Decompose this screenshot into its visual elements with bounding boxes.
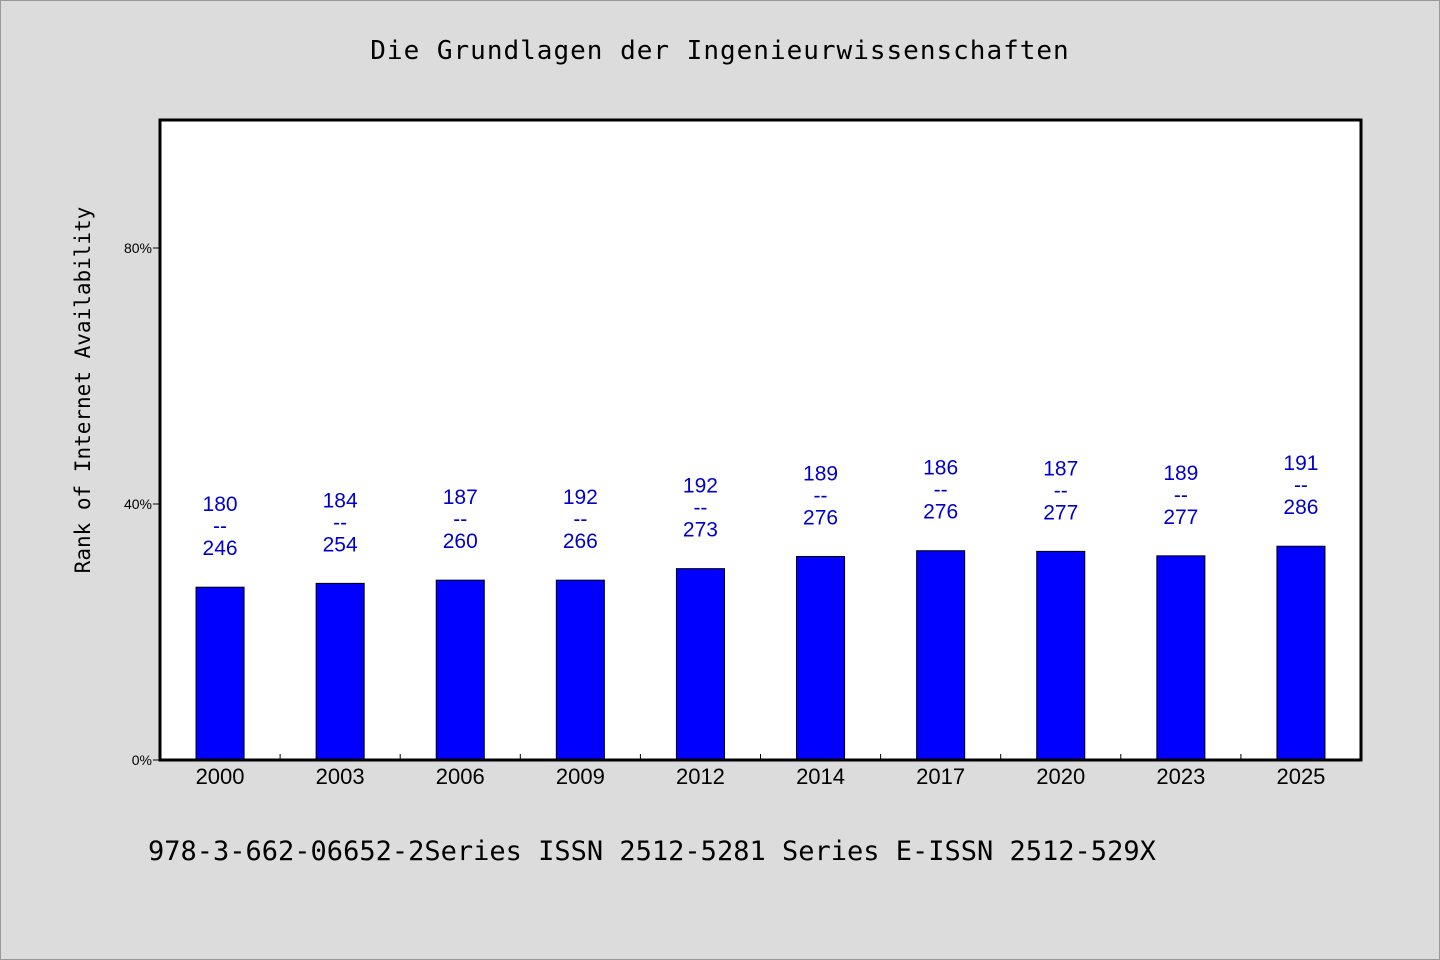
data-label: -- xyxy=(1294,474,1308,497)
x-tick-label: 2023 xyxy=(1156,764,1205,789)
data-label: -- xyxy=(693,497,707,520)
data-label: 189 xyxy=(1163,462,1198,485)
data-label: -- xyxy=(814,484,828,507)
bar xyxy=(675,568,725,761)
data-label: 184 xyxy=(323,489,358,512)
chart-title: Die Grundlagen der Ingenieurwissenschaft… xyxy=(370,36,1070,66)
data-label: 277 xyxy=(1163,506,1198,529)
bar xyxy=(796,555,846,761)
bar xyxy=(435,579,485,761)
data-label: 273 xyxy=(683,519,718,542)
data-label: 187 xyxy=(443,486,478,509)
x-tick-label: 2014 xyxy=(796,764,845,789)
data-label: 266 xyxy=(563,530,598,553)
y-axis: 0% 40% 80% xyxy=(124,240,160,768)
data-label: 286 xyxy=(1283,496,1318,519)
data-label: -- xyxy=(1174,484,1188,507)
data-label: -- xyxy=(213,515,227,538)
x-tick-label: 2003 xyxy=(316,764,365,789)
bar xyxy=(916,550,966,761)
data-label: 187 xyxy=(1043,457,1078,480)
data-label: 192 xyxy=(683,475,718,498)
data-label: -- xyxy=(934,479,948,502)
data-label: -- xyxy=(1054,479,1068,502)
data-label: 254 xyxy=(323,533,358,556)
x-tick-label: 2000 xyxy=(196,764,245,789)
data-labels: 180--246184--254187--260192--266192--273… xyxy=(203,452,1319,560)
x-tick-label: 2017 xyxy=(916,764,965,789)
y-tick-label: 0% xyxy=(132,752,152,768)
data-label: 192 xyxy=(563,486,598,509)
data-label: 260 xyxy=(443,530,478,553)
bar xyxy=(315,582,365,761)
y-axis-label: Rank of Internet Availability xyxy=(71,207,95,574)
x-tick-label: 2025 xyxy=(1276,764,1325,789)
data-label: 180 xyxy=(203,493,238,516)
y-tick-label: 80% xyxy=(124,240,152,256)
x-tick-label: 2009 xyxy=(556,764,605,789)
data-label: -- xyxy=(573,508,587,531)
bar xyxy=(1156,555,1206,761)
bar xyxy=(195,586,245,761)
bar xyxy=(1036,550,1086,761)
data-label: 189 xyxy=(803,462,838,485)
footer-note: 978-3-662-06652-2Series ISSN 2512-5281 S… xyxy=(148,836,1156,867)
bar xyxy=(1276,545,1326,761)
data-label: 246 xyxy=(203,537,238,560)
data-label: 276 xyxy=(923,501,958,524)
plot-border xyxy=(158,118,1363,762)
data-label: -- xyxy=(453,508,467,531)
x-axis: 2000 2003 2006 2009 2012 2014 2017 2020 2023 2025 xyxy=(196,754,1325,789)
data-label: 186 xyxy=(923,457,958,480)
data-label: 191 xyxy=(1283,452,1318,475)
data-label: 277 xyxy=(1043,501,1078,524)
x-tick-label: 2012 xyxy=(676,764,725,789)
bar xyxy=(555,579,605,761)
data-label: -- xyxy=(333,511,347,534)
x-tick-label: 2020 xyxy=(1036,764,1085,789)
y-tick-label: 40% xyxy=(124,496,152,512)
data-label: 276 xyxy=(803,506,838,529)
bars xyxy=(195,545,1326,761)
x-tick-label: 2006 xyxy=(436,764,485,789)
